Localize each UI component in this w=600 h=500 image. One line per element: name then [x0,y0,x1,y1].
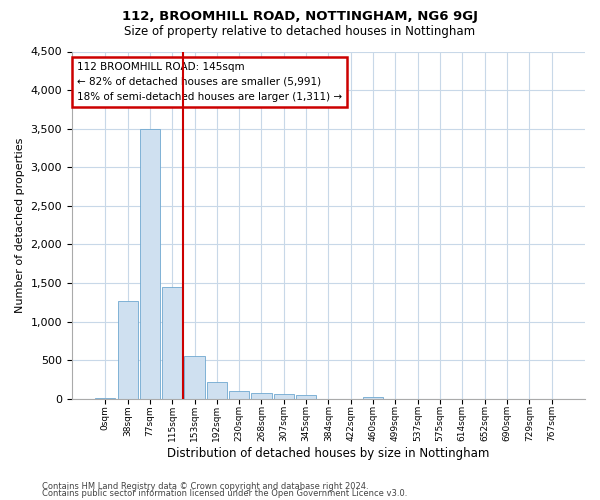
Bar [363,396,383,399]
Bar [184,356,205,399]
Text: Contains public sector information licensed under the Open Government Licence v3: Contains public sector information licen… [42,489,407,498]
Text: 112 BROOMHILL ROAD: 145sqm
← 82% of detached houses are smaller (5,991)
18% of s: 112 BROOMHILL ROAD: 145sqm ← 82% of deta… [77,62,342,102]
Bar [251,393,272,399]
Bar [274,394,294,399]
Bar [296,396,316,399]
Bar [229,390,249,399]
Bar [140,128,160,399]
Bar [207,382,227,399]
Text: 112, BROOMHILL ROAD, NOTTINGHAM, NG6 9GJ: 112, BROOMHILL ROAD, NOTTINGHAM, NG6 9GJ [122,10,478,23]
Bar [118,301,137,399]
Bar [95,398,115,399]
Text: Contains HM Land Registry data © Crown copyright and database right 2024.: Contains HM Land Registry data © Crown c… [42,482,368,491]
Y-axis label: Number of detached properties: Number of detached properties [15,138,25,313]
Text: Size of property relative to detached houses in Nottingham: Size of property relative to detached ho… [124,25,476,38]
X-axis label: Distribution of detached houses by size in Nottingham: Distribution of detached houses by size … [167,447,490,460]
Bar [162,287,182,399]
